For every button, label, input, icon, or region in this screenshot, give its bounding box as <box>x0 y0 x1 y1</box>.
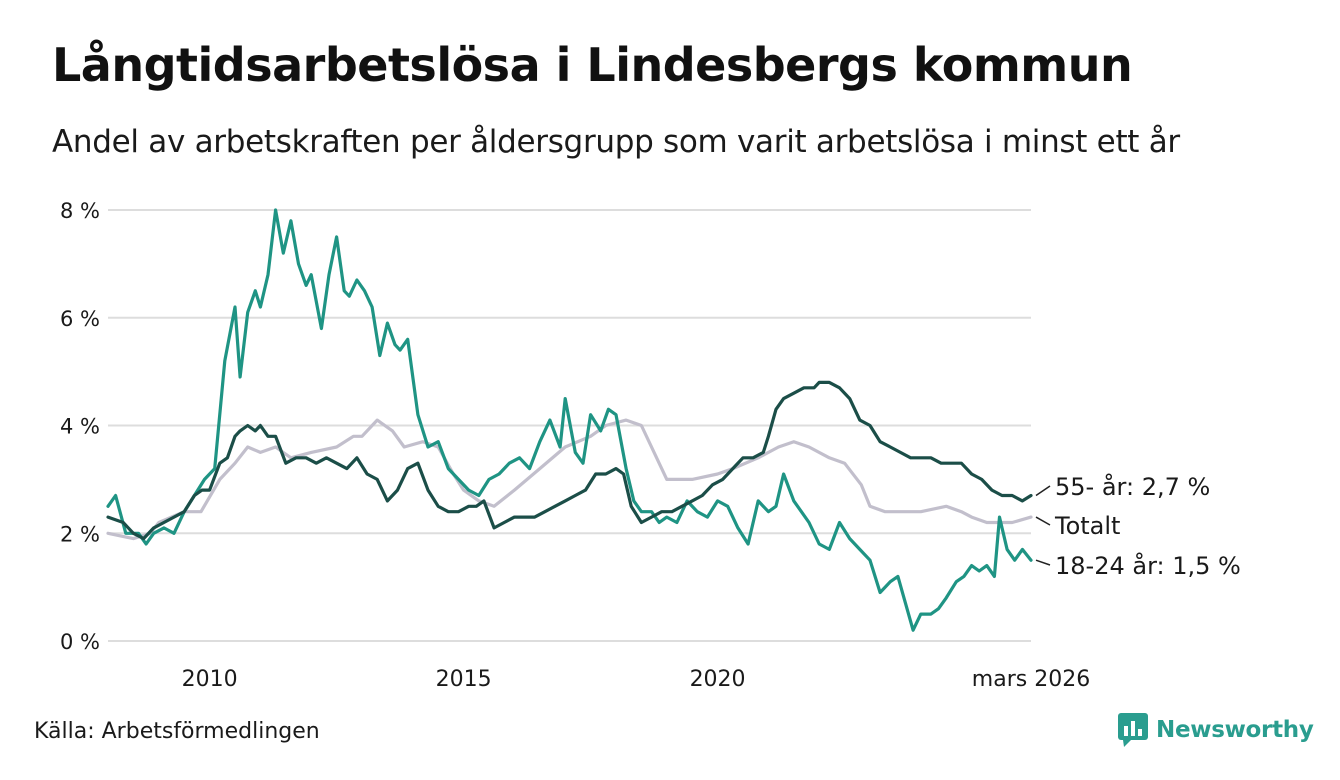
x-axis-ticks: 2010 2015 2020 mars 2026 <box>182 667 1091 692</box>
x-tick-label: 2020 <box>690 667 746 692</box>
y-tick-label: 6 % <box>60 307 100 331</box>
chart-subtitle: Andel av arbetskraften per åldersgrupp s… <box>52 124 1180 160</box>
end-label-totalt: Totalt <box>1054 512 1120 540</box>
y-tick-label: 2 % <box>60 522 100 546</box>
end-label-connector <box>1035 485 1051 497</box>
series-line-18-24-r <box>106 208 1033 632</box>
newsworthy-logo-icon <box>1118 713 1148 747</box>
x-tick-label: 2010 <box>182 667 238 692</box>
y-tick-label: 8 % <box>60 199 100 223</box>
source-note: Källa: Arbetsförmedlingen <box>34 719 320 744</box>
x-tick-label: 2015 <box>436 667 492 692</box>
series-lines <box>106 208 1033 632</box>
end-label-connector <box>1035 516 1051 526</box>
series-line-55-r <box>106 380 1033 541</box>
series-line-totalt <box>106 418 1033 541</box>
chart-title: Långtidsarbetslösa i Lindesbergs kommun <box>52 38 1133 92</box>
brand-logo: Newsworthy <box>1118 713 1314 747</box>
end-label-connector <box>1035 559 1051 566</box>
brand-name: Newsworthy <box>1156 717 1314 743</box>
line-chart: 0 % 2 % 4 % 6 % 8 % 2010 2015 2020 mars 2026 55… <box>60 199 1241 692</box>
end-labels: 55- år: 2,7 % Totalt 18-24 år: 1,5 % <box>1035 472 1241 580</box>
end-label-55-r: 55- år: 2,7 % <box>1055 472 1210 501</box>
y-tick-label: 0 % <box>60 630 100 654</box>
y-axis-ticks: 0 % 2 % 4 % 6 % 8 % <box>60 199 100 654</box>
y-tick-label: 4 % <box>60 415 100 439</box>
end-label-18-24-r: 18-24 år: 1,5 % <box>1055 551 1241 580</box>
x-tick-label: mars 2026 <box>972 667 1090 692</box>
